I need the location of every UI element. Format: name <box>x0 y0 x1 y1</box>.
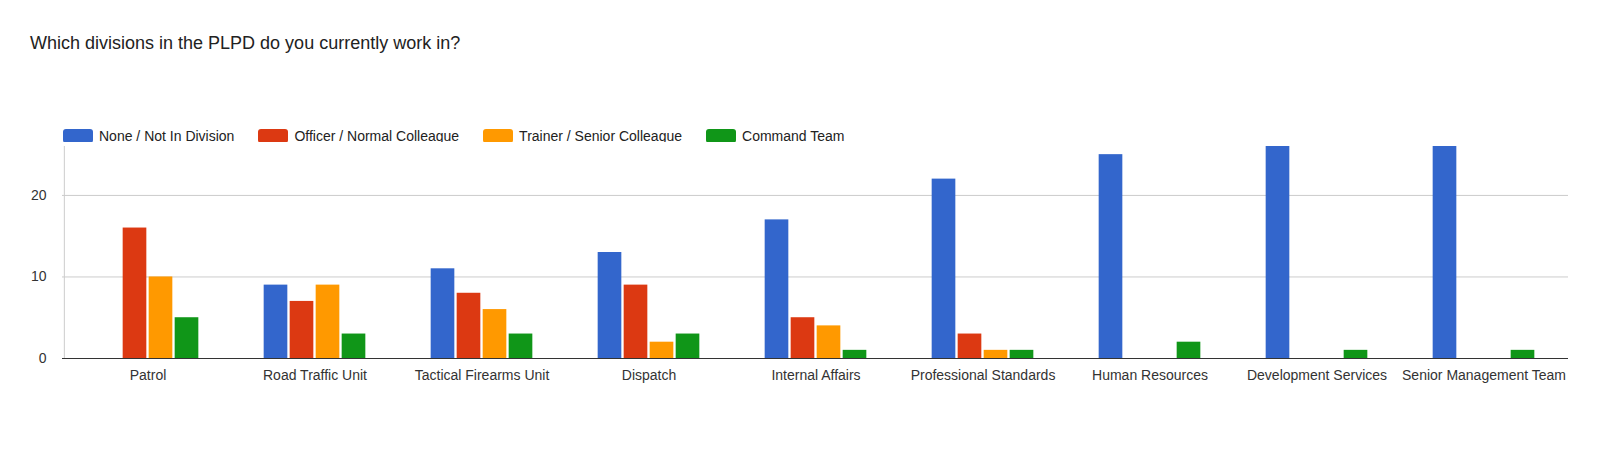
svg-text:20: 20 <box>31 187 47 203</box>
html-text:Which divisions in the PLPD do: Which divisions in the PLPD do you curre… <box>30 33 461 53</box>
svg-text:10: 10 <box>31 268 47 284</box>
svg-text:Dispatch: Dispatch <box>622 367 676 383</box>
svg-text:Development Services: Development Services <box>1247 367 1387 383</box>
svg-text:Human Resources: Human Resources <box>1092 367 1208 383</box>
html-text:Command Team: Command Team <box>742 128 845 144</box>
svg-text:Tactical Firearms Unit: Tactical Firearms Unit <box>415 367 550 383</box>
html-text:Trainer / Senior Colleague: Trainer / Senior Colleague <box>519 128 682 144</box>
svg-text:Road Traffic Unit: Road Traffic Unit <box>263 367 367 383</box>
svg-text:Internal Affairs: Internal Affairs <box>771 367 860 383</box>
html-text:None / Not In Division: None / Not In Division <box>99 128 235 144</box>
svg-text:Patrol: Patrol <box>130 367 167 383</box>
svg-text:Professional Standards: Professional Standards <box>911 367 1056 383</box>
svg-text:Senior Management Team: Senior Management Team <box>1402 367 1566 383</box>
svg-text:0: 0 <box>39 350 47 366</box>
html-text:Officer / Normal Colleague: Officer / Normal Colleague <box>294 128 460 144</box>
